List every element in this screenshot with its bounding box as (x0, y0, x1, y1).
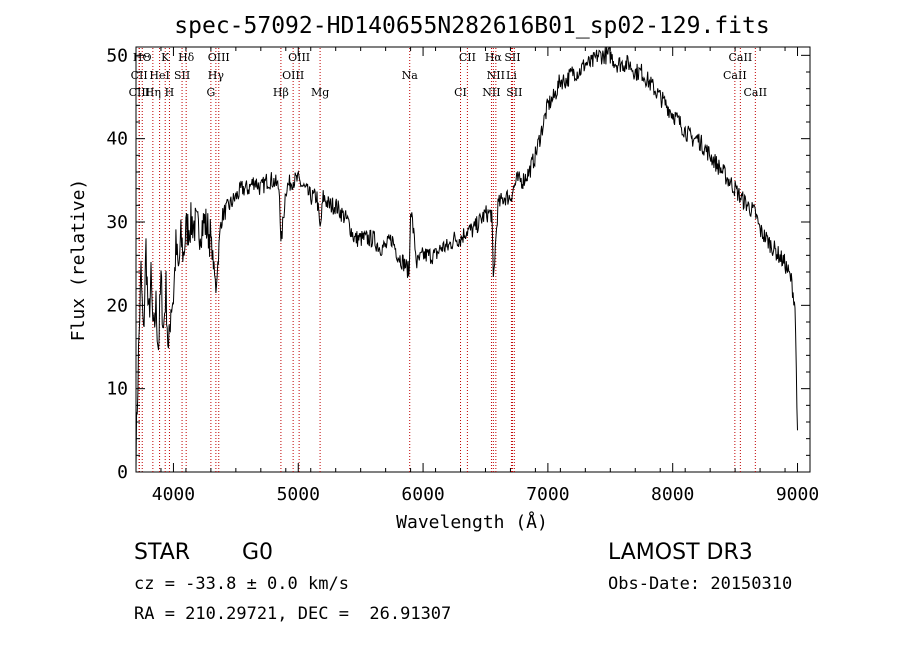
line-label-11: SII (174, 69, 190, 82)
y-tick-label-0: 0 (117, 462, 128, 483)
line-label-1: K (161, 51, 170, 64)
line-label-26: SII (506, 86, 522, 99)
x-tick-label-4: 8000 (651, 484, 694, 505)
line-label-13: OIII (282, 69, 304, 82)
line-label-7: SII (504, 51, 520, 64)
line-label-3: OIII (208, 51, 230, 64)
y-axis-label: Flux (relative) (68, 179, 89, 342)
line-label-17: CaII (723, 69, 747, 82)
line-label-19: Hη (145, 86, 161, 99)
x-tick-label-3: 7000 (526, 484, 569, 505)
line-label-24: CI (454, 86, 467, 99)
object-subclass: G0 (242, 540, 274, 565)
plot-frame (135, 46, 811, 473)
line-label-6: Hα (485, 51, 503, 64)
line-label-25: NII (482, 86, 500, 99)
x-tick-label-5: 9000 (776, 484, 819, 505)
y-tick-label-5: 50 (106, 45, 128, 66)
line-label-2: Hδ (178, 51, 195, 64)
line-label-15: NII (487, 69, 505, 82)
line-label-18: CIII (129, 86, 150, 99)
line-label-23: Mg (311, 86, 329, 99)
line-label-8: CaII (729, 51, 753, 64)
y-tick-label-2: 20 (106, 295, 128, 316)
line-label-20: H (165, 86, 175, 99)
x-axis-label: Wavelength (Å) (396, 511, 548, 533)
line-label-16: Li (506, 69, 517, 82)
y-tick-label-1: 10 (106, 379, 128, 400)
line-label-4: OIII (288, 51, 310, 64)
obs-date-text: Obs-Date: 20150310 (608, 574, 793, 594)
x-tick-label-1: 5000 (277, 484, 320, 505)
x-tick-label-2: 6000 (401, 484, 444, 505)
line-label-0: HΘ (133, 51, 152, 64)
line-label-10: HeI (149, 69, 169, 82)
coordinates-text: RA = 210.29721, DEC = 26.91307 (134, 604, 452, 624)
y-tick-label-4: 40 (106, 129, 128, 150)
chart-title: spec-57092-HD140655N282616B01_sp02-129.f… (174, 13, 769, 39)
line-label-27: CaII (743, 86, 767, 99)
survey-name: LAMOST DR3 (608, 540, 753, 565)
flux-series-line (135, 46, 798, 471)
axes: 4000 5000 6000 7000 8000 9000 0 10 20 30 40 50 (106, 45, 819, 505)
line-label-14: Na (402, 69, 419, 82)
spectral-line-markers (138, 48, 756, 472)
line-label-5: CII (459, 51, 476, 64)
line-label-12: Hγ (208, 69, 225, 82)
line-label-21: G (206, 86, 215, 99)
line-label-9: CII (131, 69, 148, 82)
line-label-22: Hβ (273, 86, 289, 99)
redshift-text: cz = -33.8 ± 0.0 km/s (134, 574, 349, 594)
object-class: STAR (134, 540, 191, 565)
y-tick-label-3: 30 (106, 212, 128, 233)
x-tick-label-0: 4000 (152, 484, 195, 505)
